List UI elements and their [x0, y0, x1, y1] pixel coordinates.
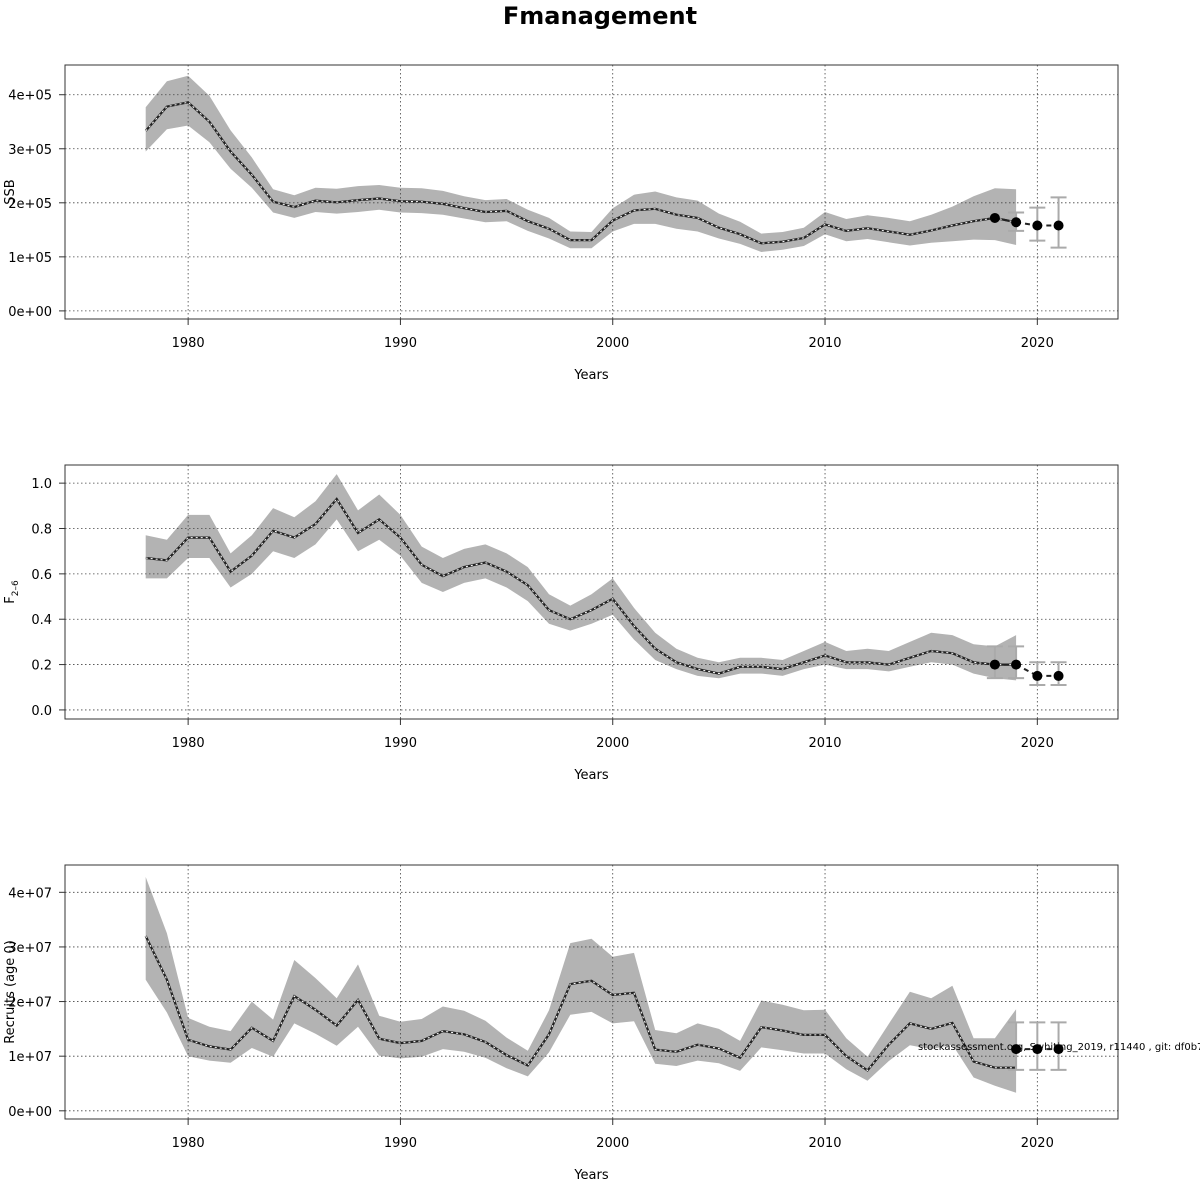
ssb-ytick-label: 0e+00	[8, 305, 52, 320]
fbar-ytick-label: 1.0	[31, 477, 52, 492]
recruits-plot-frame	[64, 864, 1119, 1120]
ssb-forecast-point	[1011, 217, 1022, 228]
ssb-ytick-label: 4e+05	[8, 89, 52, 104]
recruits-xtick-label: 2020	[1021, 1136, 1054, 1151]
figure-title: Fmanagement	[503, 2, 697, 30]
recruits-ytick-label: 0e+00	[8, 1105, 52, 1120]
fbar-ytick-label: 0.4	[31, 613, 52, 628]
recruits-xtick-label: 1980	[172, 1136, 205, 1151]
ssb-forecast-point	[1032, 220, 1043, 231]
fbar-ytick-label: 0.8	[31, 523, 52, 538]
ssb-forecast-point	[989, 212, 1000, 223]
fbar-xtick-label: 1980	[172, 736, 205, 751]
recruits-ytick-label: 3e+07	[8, 941, 52, 956]
fbar-ylabel: F2–6	[3, 580, 21, 604]
recruits-forecast-point	[1032, 1044, 1043, 1055]
fbar-confidence-band	[145, 474, 1017, 681]
ssb-ytick-label: 3e+05	[8, 143, 52, 158]
ssb-xtick-label: 2020	[1021, 336, 1054, 351]
ssb-confidence-band	[145, 75, 1017, 252]
recruits-forecast-point	[1011, 1044, 1022, 1055]
recruits-xtick-label: 2000	[596, 1136, 629, 1151]
fbar-xtick-label: 2020	[1021, 736, 1054, 751]
fbar-estimate-line-dash	[145, 498, 1017, 675]
recruits-confidence-band	[145, 877, 1017, 1093]
fbar-xtick-label: 1990	[384, 736, 417, 751]
ssb-ytick-label: 2e+05	[8, 197, 52, 212]
fbar-xtick-label: 2010	[808, 736, 841, 751]
fbar-forecast-point	[1032, 670, 1043, 681]
fbar-forecast-point	[989, 659, 1000, 670]
fbar-forecast-point	[1011, 659, 1022, 670]
ssb-xlabel: Years	[573, 368, 609, 383]
fbar-ytick-label: 0.0	[31, 704, 52, 719]
fbar-plot-frame	[64, 464, 1119, 720]
ssb-ytick-label: 1e+05	[8, 251, 52, 266]
recruits-estimate-line-dash	[145, 935, 1017, 1072]
fbar-panel: 1980 1990 2000 2010 2020 0.0 0.2 0.4 0.6 0.8 1.0 Ye…	[3, 464, 1119, 783]
recruits-panel: 1980 1990 2000 2010 2020 0e+00 1e+07 2e+07 3e+07…	[3, 864, 1119, 1183]
recruits-xtick-label: 1990	[384, 1136, 417, 1151]
recruits-ylabel: Recruits (age 0)	[3, 940, 18, 1044]
ssb-xtick-label: 1990	[384, 336, 417, 351]
fbar-xtick-label: 2000	[596, 736, 629, 751]
recruits-ytick-label: 1e+07	[8, 1050, 52, 1065]
ssb-ylabel: SSB	[3, 179, 18, 204]
fbar-xlabel: Years	[573, 768, 609, 783]
recruits-xtick-label: 2010	[808, 1136, 841, 1151]
fbar-ytick-label: 0.2	[31, 659, 52, 674]
recruits-forecast-point	[1053, 1044, 1064, 1055]
ssb-estimate-line	[144, 101, 1017, 245]
ssb-panel: 1980 1990 2000 2010 2020 0e+00 1e+05 2e+05 3e+05…	[3, 64, 1119, 383]
ssb-plot-frame	[64, 64, 1119, 320]
ssb-xtick-label: 2000	[596, 336, 629, 351]
ssb-xtick-label: 1980	[172, 336, 205, 351]
footnote: stockassessment.org, Swhiting_2019, r114…	[918, 1042, 1200, 1053]
fbar-ytick-label: 0.6	[31, 568, 52, 583]
ssb-forecast-point	[1053, 220, 1064, 231]
recruits-ytick-label: 4e+07	[8, 886, 52, 901]
recruits-xlabel: Years	[573, 1168, 609, 1183]
fbar-forecast-point	[1053, 670, 1064, 681]
ssb-xtick-label: 2010	[808, 336, 841, 351]
recruits-ytick-label: 2e+07	[8, 996, 52, 1011]
